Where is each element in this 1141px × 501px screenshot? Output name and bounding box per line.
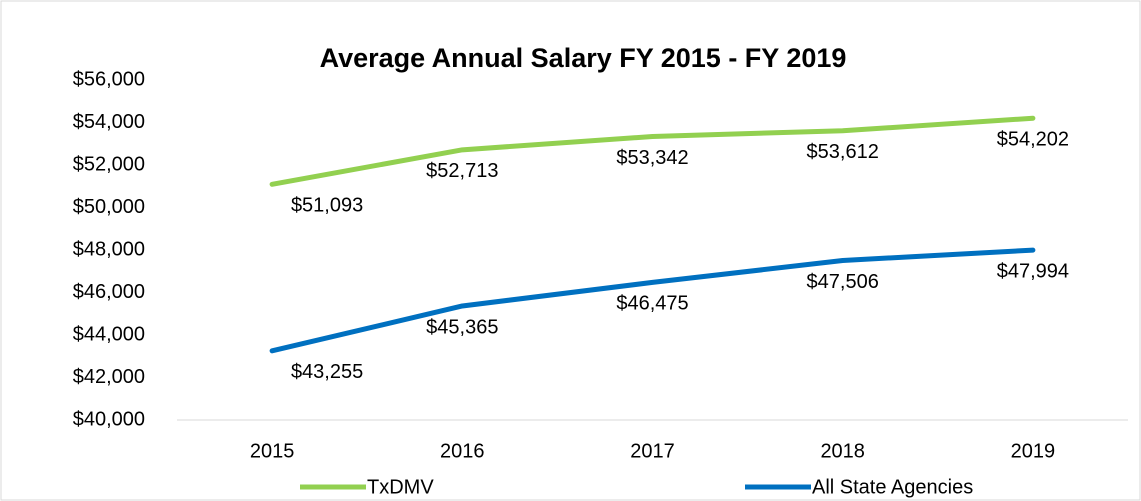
y-tick-label: $54,000 xyxy=(73,111,145,133)
x-tick-label: 2018 xyxy=(820,440,865,462)
y-tick-label: $40,000 xyxy=(73,408,145,430)
x-tick-label: 2016 xyxy=(440,440,485,462)
y-tick-label: $56,000 xyxy=(73,68,145,90)
data-label: $51,093 xyxy=(291,195,363,217)
x-tick-label: 2017 xyxy=(630,440,675,462)
data-label: $47,994 xyxy=(997,260,1069,282)
x-tick-label: 2015 xyxy=(250,440,295,462)
data-label: $43,255 xyxy=(291,361,363,383)
legend-label: TxDMV xyxy=(367,476,434,498)
data-label: $45,365 xyxy=(426,316,498,338)
data-label: $47,506 xyxy=(807,271,879,293)
chart-title: Average Annual Salary FY 2015 - FY 2019 xyxy=(320,43,847,73)
data-label: $54,202 xyxy=(997,128,1069,150)
legend-label: All State Agencies xyxy=(812,476,973,498)
data-label: $52,713 xyxy=(426,160,498,182)
x-tick-label: 2019 xyxy=(1011,440,1056,462)
y-tick-label: $46,000 xyxy=(73,281,145,303)
data-label: $46,475 xyxy=(616,293,688,315)
data-label: $53,342 xyxy=(616,147,688,169)
series-line xyxy=(269,115,1036,187)
series-line xyxy=(269,247,1036,354)
data-label: $53,612 xyxy=(807,141,879,163)
y-tick-label: $50,000 xyxy=(73,196,145,218)
y-tick-label: $42,000 xyxy=(73,366,145,388)
y-tick-label: $48,000 xyxy=(73,238,145,260)
y-tick-label: $52,000 xyxy=(73,153,145,175)
y-tick-label: $44,000 xyxy=(73,323,145,345)
